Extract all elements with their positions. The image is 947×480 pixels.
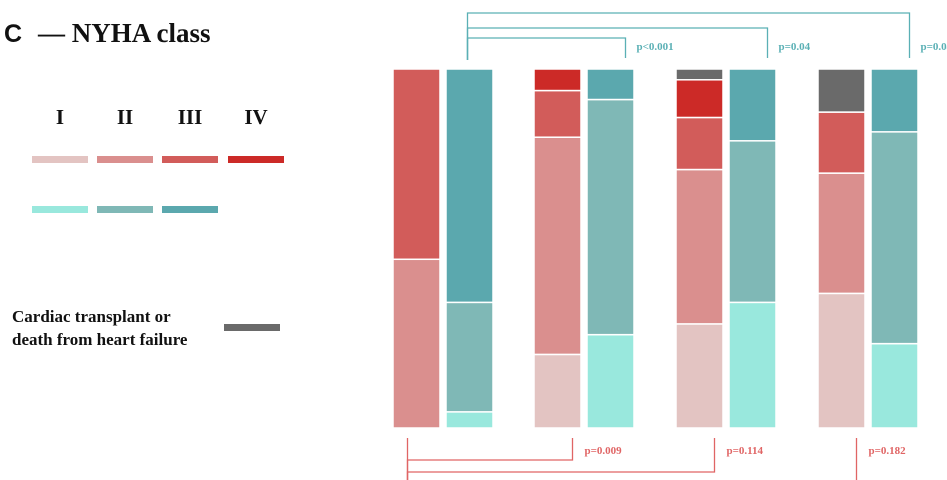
bar-segment-red-class-iii [533, 89, 582, 138]
teal-p-value: p=0.04 [921, 41, 947, 53]
red-comparison-bracket [406, 438, 716, 480]
red-p-value: p=0.114 [727, 445, 764, 457]
comparison-brackets: p<0.001 p=0.04 p=0.04 p=0.009 p=0.114 p=0.182 [406, 12, 947, 480]
bar-segment-teal-class-ii [586, 98, 635, 336]
bar-segment-red-class-event [817, 68, 866, 113]
bar-segment-red-class-ii [817, 172, 866, 295]
legend-class-label: I [56, 105, 64, 129]
bar-segment-teal-class-i [586, 333, 635, 429]
legend-swatch-red [97, 156, 153, 163]
legend-class-label: IV [244, 105, 267, 129]
legend-class-label: II [117, 105, 133, 129]
legend-swatch-red [32, 156, 88, 163]
bar-segment-teal-class-ii [728, 140, 777, 304]
bar-segment-red-class-ii [392, 258, 441, 429]
bar-segment-red-class-i [675, 323, 724, 429]
bar-segment-teal-class-iii [586, 68, 635, 101]
bar-segment-red-class-ii [533, 136, 582, 356]
red-p-value: p=0.009 [585, 445, 623, 457]
stacked-bars [392, 68, 919, 429]
teal-p-value: p<0.001 [637, 41, 674, 53]
legend-class-label: III [178, 105, 203, 129]
bar-segment-red-class-iii [817, 111, 866, 174]
teal-comparison-bracket [466, 37, 627, 60]
teal-comparison-bracket [466, 12, 911, 60]
bar-segment-teal-class-ii [445, 301, 494, 413]
panel-letter: C [4, 20, 22, 48]
legend-event-swatch [224, 324, 280, 331]
red-comparison-bracket [406, 438, 574, 480]
bar-segment-red-class-i [817, 292, 866, 429]
chart-heading: C — NYHA class [4, 18, 211, 48]
bar-segment-red-class-iii [392, 68, 441, 261]
bar-segment-teal-class-i [445, 411, 494, 429]
bar-segment-red-class-iii [675, 116, 724, 171]
bar-segment-red-class-iv [675, 79, 724, 119]
bar-segment-teal-class-i [728, 301, 777, 429]
bar-segment-teal-class-iii [728, 68, 777, 142]
legend-event-label-line2: death from heart failure [12, 330, 188, 349]
legend-swatch-red [228, 156, 284, 163]
legend-event-label-line1: Cardiac transplant or [12, 307, 171, 326]
legend-swatch-red [162, 156, 218, 163]
teal-comparison-bracket [466, 27, 769, 60]
red-p-value: p=0.182 [869, 445, 907, 457]
bar-segment-red-class-ii [675, 168, 724, 325]
bar-segment-teal-class-ii [870, 131, 919, 345]
bar-segment-red-class-iv [533, 68, 582, 92]
bar-segment-red-class-event [675, 68, 724, 81]
bar-segment-red-class-i [533, 353, 582, 429]
legend-swatch-teal [97, 206, 153, 213]
bar-segment-teal-class-i [870, 342, 919, 429]
legend-swatch-teal [162, 206, 218, 213]
bar-segment-teal-class-iii [870, 68, 919, 133]
legend-swatch-teal [32, 206, 88, 213]
bar-segment-teal-class-iii [445, 68, 494, 304]
chart-title: — NYHA class [37, 18, 211, 48]
teal-p-value: p=0.04 [779, 41, 811, 53]
